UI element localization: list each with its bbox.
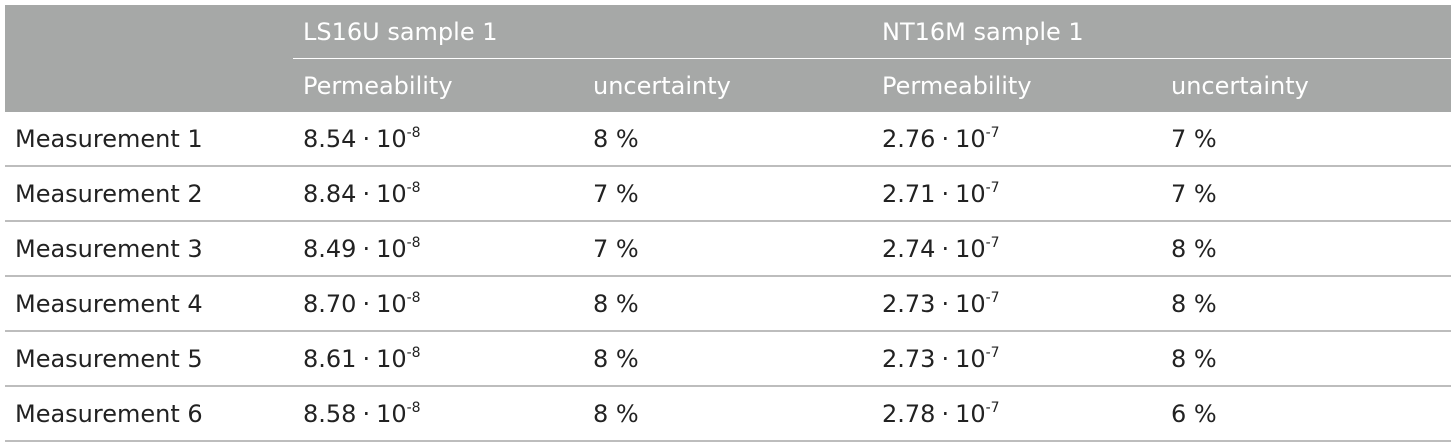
value-mantissa: 2.73 (882, 344, 936, 373)
ls16u-uncertainty-cell: 8 % (583, 386, 872, 442)
nt16m-permeability-cell: 2.74 · 10-7 (872, 221, 1161, 277)
value-exponent: -7 (985, 399, 1000, 416)
value-base: 10 (955, 344, 986, 373)
value-base: 10 (955, 234, 986, 263)
nt16m-permeability-cell: 2.78 · 10-7 (872, 386, 1161, 442)
table-row: Measurement 2 8.84 · 10-8 7 % 2.71 · 10-7 7 % (5, 166, 1451, 222)
ls16u-uncertainty-cell: 8 % (583, 331, 872, 387)
multiply-sign: · (941, 179, 950, 208)
row-label-cell: Measurement 6 (5, 386, 293, 442)
value-mantissa: 2.76 (882, 124, 936, 153)
value-mantissa: 8.49 (303, 234, 357, 263)
nt16m-uncertainty-cell: 8 % (1161, 331, 1451, 387)
value-mantissa: 2.74 (882, 234, 936, 263)
multiply-sign: · (362, 344, 371, 373)
multiply-sign: · (362, 399, 371, 428)
header-row-groups: LS16U sample 1 NT16M sample 1 (5, 5, 1451, 112)
value-mantissa: 8.58 (303, 399, 357, 428)
multiply-sign: · (362, 289, 371, 318)
value-exponent: -8 (406, 234, 421, 251)
value-mantissa: 8.61 (303, 344, 357, 373)
ls16u-uncertainty-cell: 7 % (583, 166, 872, 222)
column-header-permeability: Permeability (293, 58, 583, 112)
multiply-sign: · (362, 179, 371, 208)
nt16m-uncertainty-cell: 7 % (1161, 112, 1451, 167)
value-base: 10 (376, 234, 407, 263)
table-row: Measurement 5 8.61 · 10-8 8 % 2.73 · 10-7 8 % (5, 331, 1451, 387)
ls16u-uncertainty-cell: 8 % (583, 276, 872, 332)
value-exponent: -8 (406, 124, 421, 141)
value-exponent: -8 (406, 344, 421, 361)
value-mantissa: 2.78 (882, 399, 936, 428)
value-exponent: -7 (985, 124, 1000, 141)
value-mantissa: 8.54 (303, 124, 357, 153)
value-exponent: -8 (406, 399, 421, 416)
group-header-ls16u: LS16U sample 1 (293, 5, 872, 59)
multiply-sign: · (941, 124, 950, 153)
value-base: 10 (955, 399, 986, 428)
header-corner-cell (5, 5, 293, 112)
multiply-sign: · (362, 124, 371, 153)
value-exponent: -7 (985, 289, 1000, 306)
column-header-uncertainty: uncertainty (583, 58, 872, 112)
multiply-sign: · (362, 234, 371, 263)
nt16m-uncertainty-cell: 8 % (1161, 221, 1451, 277)
table-row: Measurement 3 8.49 · 10-8 7 % 2.74 · 10-7 8 % (5, 221, 1451, 277)
ls16u-permeability-cell: 8.58 · 10-8 (293, 386, 583, 442)
value-exponent: -7 (985, 179, 1000, 196)
value-exponent: -8 (406, 179, 421, 196)
value-mantissa: 2.73 (882, 289, 936, 318)
ls16u-permeability-cell: 8.84 · 10-8 (293, 166, 583, 222)
row-label-cell: Measurement 2 (5, 166, 293, 222)
nt16m-permeability-cell: 2.73 · 10-7 (872, 331, 1161, 387)
value-exponent: -7 (985, 234, 1000, 251)
multiply-sign: · (941, 289, 950, 318)
ls16u-permeability-cell: 8.54 · 10-8 (293, 112, 583, 167)
nt16m-permeability-cell: 2.73 · 10-7 (872, 276, 1161, 332)
multiply-sign: · (941, 344, 950, 373)
table-row: Measurement 4 8.70 · 10-8 8 % 2.73 · 10-7 8 % (5, 276, 1451, 332)
value-mantissa: 2.71 (882, 179, 936, 208)
header-row-columns: Permeability uncertainty Permeability un… (5, 58, 1451, 112)
value-base: 10 (376, 399, 407, 428)
value-exponent: -7 (985, 344, 1000, 361)
row-label-cell: Measurement 4 (5, 276, 293, 332)
ls16u-uncertainty-cell: 7 % (583, 221, 872, 277)
value-base: 10 (955, 124, 986, 153)
table-row: Measurement 6 8.58 · 10-8 8 % 2.78 · 10-7 6 % (5, 386, 1451, 442)
value-exponent: -8 (406, 289, 421, 306)
value-base: 10 (955, 179, 986, 208)
ls16u-permeability-cell: 8.49 · 10-8 (293, 221, 583, 277)
ls16u-permeability-cell: 8.61 · 10-8 (293, 331, 583, 387)
value-base: 10 (376, 344, 407, 373)
column-header-uncertainty: uncertainty (1161, 58, 1451, 112)
nt16m-uncertainty-cell: 8 % (1161, 276, 1451, 332)
table-header: LS16U sample 1 NT16M sample 1 Permeabili… (5, 5, 1451, 112)
ls16u-uncertainty-cell: 8 % (583, 112, 872, 167)
value-base: 10 (376, 124, 407, 153)
column-header-permeability: Permeability (872, 58, 1161, 112)
ls16u-permeability-cell: 8.70 · 10-8 (293, 276, 583, 332)
nt16m-permeability-cell: 2.71 · 10-7 (872, 166, 1161, 222)
group-header-nt16m: NT16M sample 1 (872, 5, 1451, 59)
multiply-sign: · (941, 234, 950, 263)
permeability-table: LS16U sample 1 NT16M sample 1 Permeabili… (5, 5, 1451, 442)
value-base: 10 (376, 289, 407, 318)
row-label-cell: Measurement 5 (5, 331, 293, 387)
value-mantissa: 8.84 (303, 179, 357, 208)
table-body: Measurement 1 8.54 · 10-8 8 % 2.76 · 10-7 7 % Mea… (5, 112, 1451, 442)
table-row: Measurement 1 8.54 · 10-8 8 % 2.76 · 10-7 7 % (5, 112, 1451, 167)
value-base: 10 (955, 289, 986, 318)
row-label-cell: Measurement 1 (5, 112, 293, 167)
row-label-cell: Measurement 3 (5, 221, 293, 277)
nt16m-permeability-cell: 2.76 · 10-7 (872, 112, 1161, 167)
value-mantissa: 8.70 (303, 289, 357, 318)
multiply-sign: · (941, 399, 950, 428)
nt16m-uncertainty-cell: 7 % (1161, 166, 1451, 222)
nt16m-uncertainty-cell: 6 % (1161, 386, 1451, 442)
value-base: 10 (376, 179, 407, 208)
